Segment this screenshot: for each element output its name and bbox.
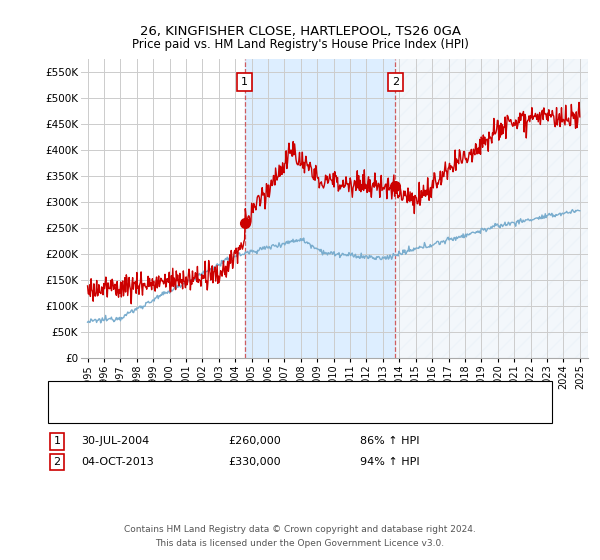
Text: 1: 1 [241, 77, 248, 87]
Text: 26, KINGFISHER CLOSE, HARTLEPOOL, TS26 0GA: 26, KINGFISHER CLOSE, HARTLEPOOL, TS26 0… [139, 25, 461, 38]
Text: 26, KINGFISHER CLOSE, HARTLEPOOL, TS26 0GA (detached house): 26, KINGFISHER CLOSE, HARTLEPOOL, TS26 0… [105, 387, 452, 396]
Text: Contains HM Land Registry data © Crown copyright and database right 2024.: Contains HM Land Registry data © Crown c… [124, 525, 476, 534]
Text: ——: —— [69, 405, 94, 418]
Text: £330,000: £330,000 [228, 457, 281, 467]
Bar [395, 59, 588, 358]
Bar [245, 59, 395, 358]
Text: £260,000: £260,000 [228, 436, 281, 446]
Text: 2: 2 [53, 457, 61, 467]
Text: This data is licensed under the Open Government Licence v3.0.: This data is licensed under the Open Gov… [155, 539, 445, 548]
Text: 86% ↑ HPI: 86% ↑ HPI [360, 436, 419, 446]
Text: 30-JUL-2004: 30-JUL-2004 [81, 436, 149, 446]
Text: 2: 2 [392, 77, 399, 87]
Text: 1: 1 [53, 436, 61, 446]
Text: Price paid vs. HM Land Registry's House Price Index (HPI): Price paid vs. HM Land Registry's House … [131, 38, 469, 50]
Text: 04-OCT-2013: 04-OCT-2013 [81, 457, 154, 467]
Text: 94% ↑ HPI: 94% ↑ HPI [360, 457, 419, 467]
Text: ——: —— [69, 385, 94, 398]
Text: HPI: Average price, detached house, Hartlepool: HPI: Average price, detached house, Hart… [105, 407, 352, 417]
